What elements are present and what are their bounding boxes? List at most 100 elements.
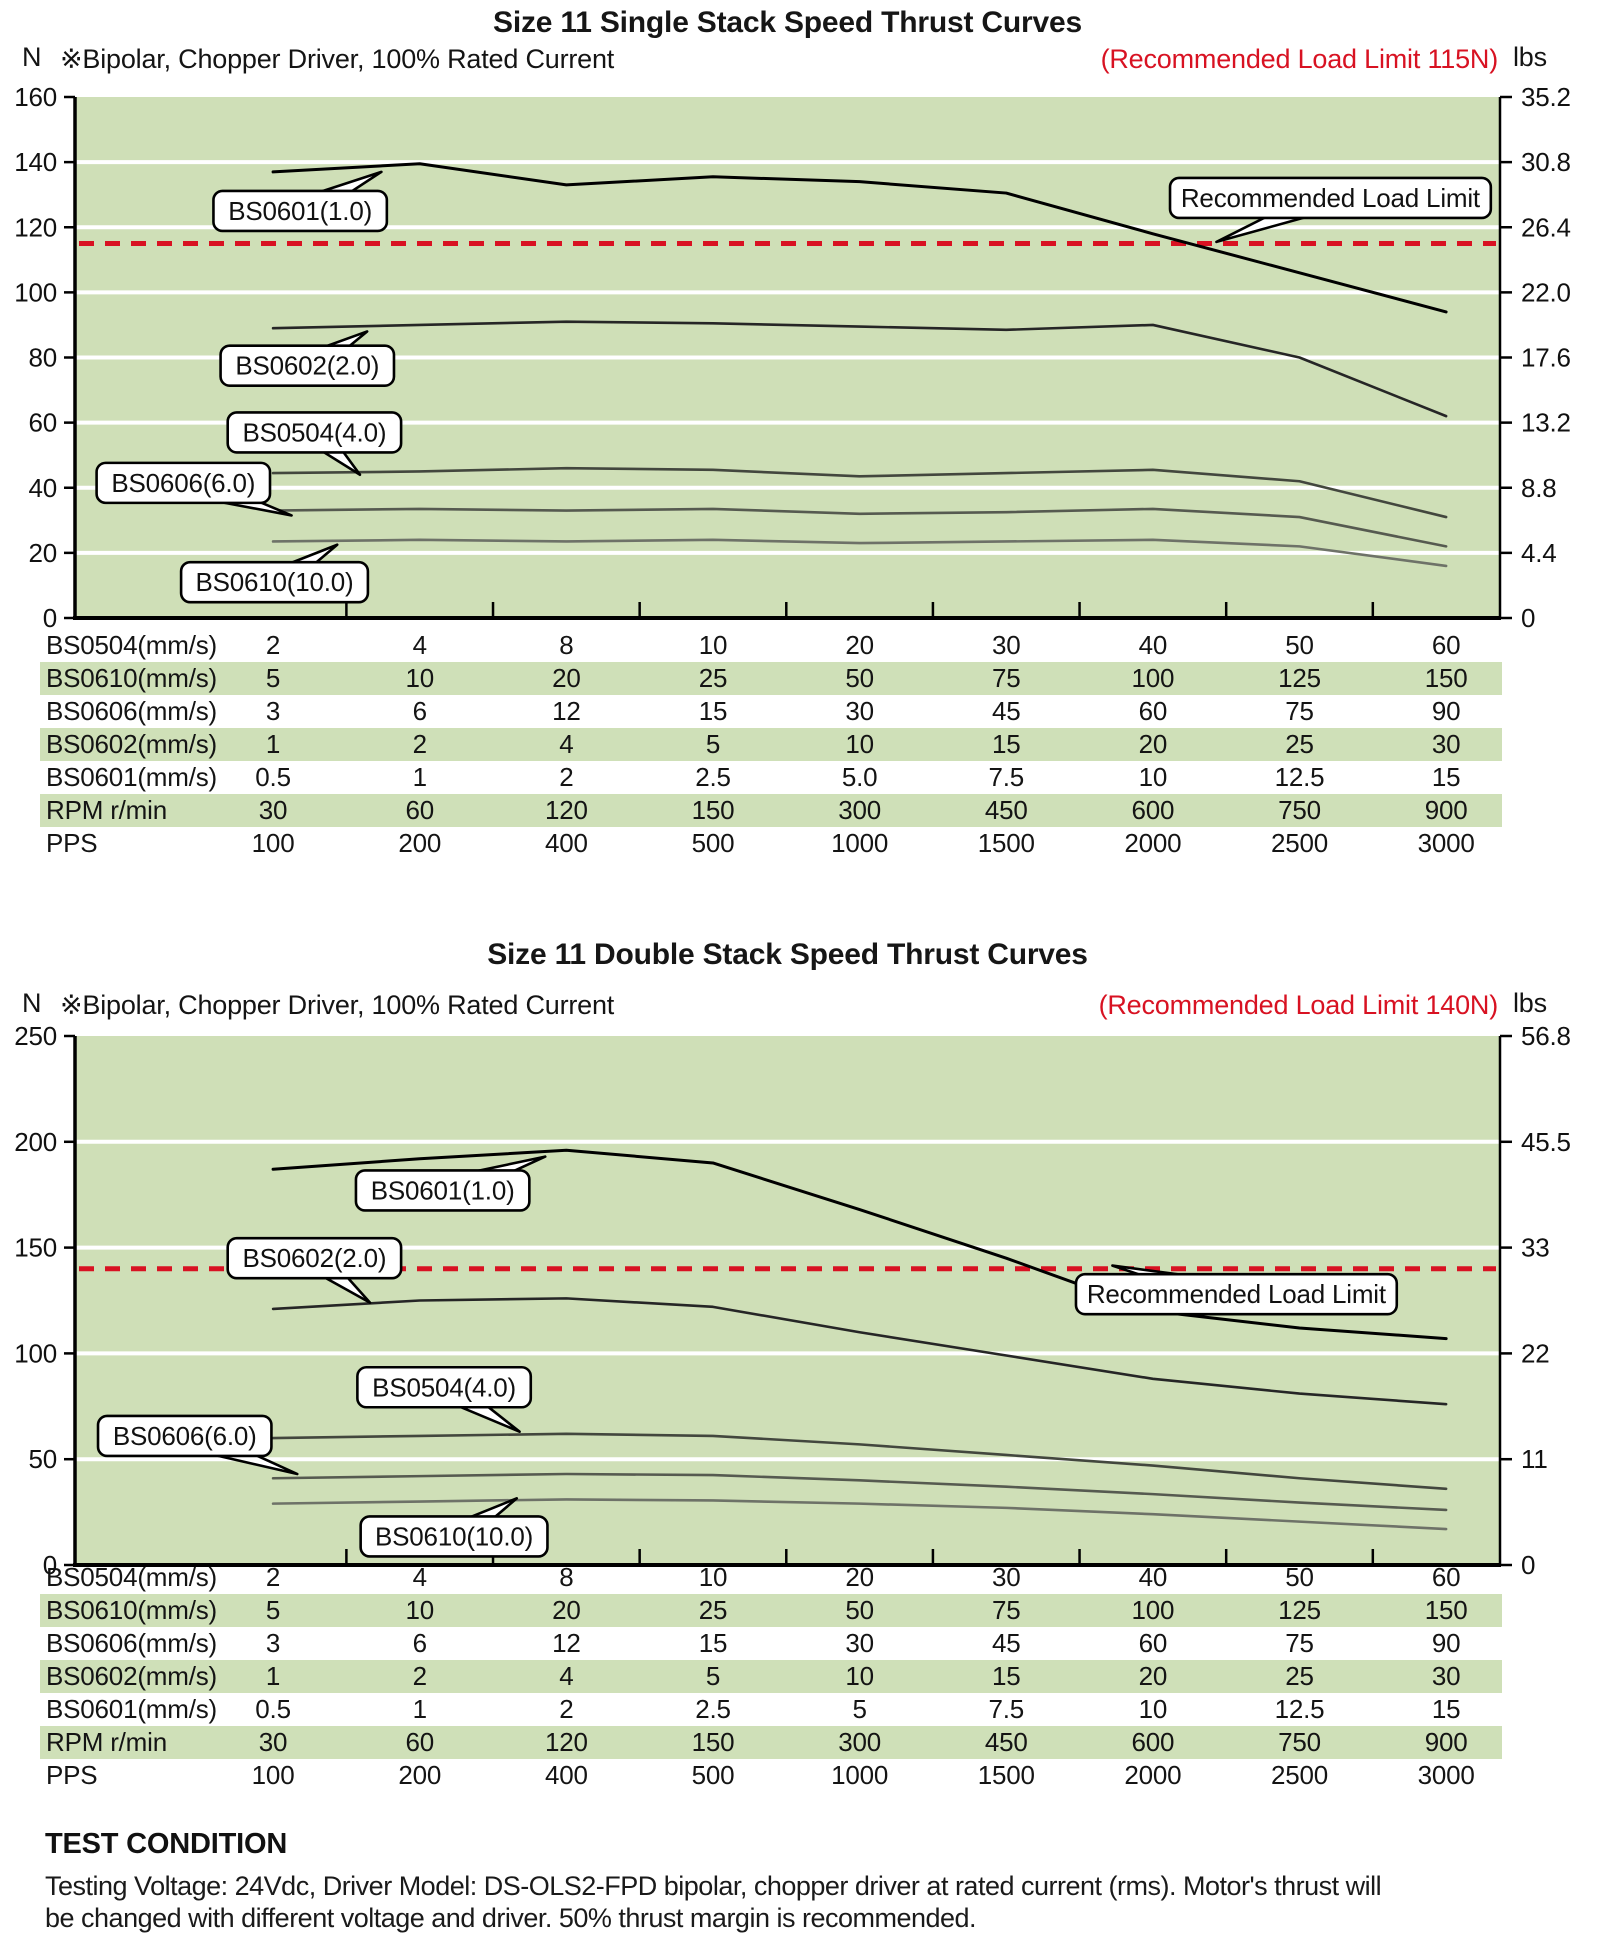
cell: 60 — [1431, 1562, 1461, 1592]
cell: 12.5 — [1274, 1694, 1325, 1724]
cell: 1 — [265, 729, 281, 759]
callout-box-BS0606(6.0) — [95, 461, 272, 505]
cell: 0.5 — [255, 762, 291, 792]
table-row-RPM r/min: RPM r/min 30 60 120 150 300 450 600 750 900 — [40, 794, 1502, 827]
y-left-label: 200 — [14, 1127, 57, 1157]
callout-label: BS0606(6.0) — [113, 1421, 257, 1451]
cell: 300 — [838, 795, 881, 825]
row-label: BS0610(mm/s) — [46, 1595, 217, 1625]
series-BS0601(1.0) — [271, 1148, 1448, 1341]
row-label: PPS — [46, 828, 98, 858]
cell: 125 — [1278, 1595, 1321, 1625]
y-right-label: 30.8 — [1521, 147, 1571, 177]
cell: 10 — [698, 630, 728, 660]
series-BS0606(6.0) — [271, 507, 1448, 548]
y-right-label: 0 — [1521, 1550, 1535, 1580]
chart1-load-limit-note: (Recommended Load Limit 115N) — [1100, 44, 1499, 74]
cell: 30 — [258, 795, 288, 825]
y-right-label: 11 — [1521, 1444, 1548, 1474]
callout-box-BS0602(2.0) — [219, 344, 396, 387]
cell: 5 — [705, 1661, 721, 1691]
cell: 30 — [845, 1628, 874, 1658]
cell: 0.5 — [255, 1694, 291, 1724]
callout-label: BS0504(4.0) — [372, 1372, 516, 1402]
row-label: BS0602(mm/s) — [46, 1661, 217, 1691]
cell: 400 — [544, 828, 588, 858]
callout-label: BS0602(2.0) — [235, 351, 379, 381]
y-left-label: 150 — [14, 1233, 57, 1263]
y-left-label: 250 — [14, 1021, 57, 1051]
cell: 30 — [845, 696, 874, 726]
cell: 2 — [265, 630, 281, 660]
chart-canvas-0: 160 35.2 140 30.8 120 26.4 100 22.0 80 17.6 60 13.2… — [14, 82, 1571, 633]
cell: 4 — [412, 1562, 427, 1592]
chart-canvas-1: 250 56.8 200 45.5 150 33 100 22 50 11 0 0 BS0601(1.0… — [14, 1021, 1571, 1580]
chart1-right-unit: lbs — [1513, 42, 1547, 72]
y-left-label: 80 — [28, 343, 57, 373]
row-label: BS0601(mm/s) — [46, 1694, 217, 1724]
cell: 10 — [845, 729, 874, 759]
cell: 4 — [412, 630, 427, 660]
cell: 1500 — [977, 1760, 1035, 1790]
cell: 15 — [698, 696, 728, 726]
cell: 2500 — [1270, 828, 1329, 858]
cell: 900 — [1424, 795, 1468, 825]
table-row-PPS: PPS 100 200 400 500 1000 1500 2000 2500 3000 — [40, 827, 1502, 860]
y-right-label: 17.6 — [1521, 343, 1571, 373]
cell: 10 — [698, 1562, 728, 1592]
callout-box-Recommended Load Limit — [1074, 1272, 1399, 1316]
cell: 7.5 — [988, 762, 1024, 792]
chart1-left-unit: N — [22, 42, 42, 72]
cell: 10 — [845, 1661, 874, 1691]
y-right-label: 22 — [1521, 1338, 1550, 1368]
cell: 15 — [1431, 762, 1461, 792]
cell: 3000 — [1417, 828, 1475, 858]
chart2-condition-note: ※Bipolar, Chopper Driver, 100% Rated Cur… — [60, 990, 615, 1020]
cell: 12 — [552, 1628, 581, 1658]
row-label: RPM r/min — [46, 795, 167, 825]
callout-box-BS0504(4.0) — [226, 411, 403, 454]
cell: 750 — [1278, 1727, 1321, 1757]
cell: 100 — [1131, 663, 1175, 693]
y-left-label: 40 — [28, 473, 57, 503]
test-condition-line2: be changed with different voltage and dr… — [45, 1903, 977, 1933]
cell: 60 — [405, 795, 434, 825]
cell: 8 — [559, 1562, 574, 1592]
cell: 5 — [852, 1694, 867, 1724]
cell: 40 — [1138, 1562, 1168, 1592]
table-row-BS0610(mm/s): BS0610(mm/s) 5 10 20 25 50 75 100 125 150 — [40, 1594, 1502, 1627]
row-label: BS0504(mm/s) — [46, 630, 217, 660]
callout-label: BS0504(4.0) — [243, 417, 387, 447]
cell: 40 — [1138, 630, 1168, 660]
cell: 1000 — [831, 1760, 889, 1790]
cell: 1500 — [977, 828, 1035, 858]
cell: 30 — [991, 630, 1021, 660]
cell: 5 — [265, 663, 281, 693]
y-left-label: 120 — [14, 212, 57, 242]
y-right-label: 0 — [1521, 603, 1535, 633]
y-right-label: 26.4 — [1521, 212, 1571, 242]
row-label: BS0504(mm/s) — [46, 1562, 217, 1592]
cell: 4 — [559, 1661, 574, 1691]
callout-label: BS0610(10.0) — [375, 1521, 533, 1551]
series-BS0610(10.0) — [271, 1498, 1448, 1531]
cell: 120 — [544, 1727, 588, 1757]
cell: 50 — [1285, 1562, 1314, 1592]
table-row-BS0602(mm/s): BS0602(mm/s) 1 2 4 5 10 15 20 25 30 — [40, 728, 1502, 761]
table-row-BS0601(mm/s): BS0601(mm/s) 0.5 1 2 2.5 5.0 7.5 10 12.5 15 — [40, 761, 1502, 794]
table-row-BS0606(mm/s): BS0606(mm/s) 3 6 12 15 30 45 60 75 90 — [40, 1627, 1502, 1660]
cell: 750 — [1278, 795, 1321, 825]
y-left-label: 60 — [28, 408, 57, 438]
chart1-condition-note: ※Bipolar, Chopper Driver, 100% Rated Cur… — [60, 44, 615, 74]
cell: 2.5 — [695, 1694, 731, 1724]
series-BS0601(1.0) — [271, 162, 1448, 314]
cell: 125 — [1278, 663, 1321, 693]
series-BS0504(4.0) — [271, 466, 1448, 519]
cell: 50 — [1285, 630, 1314, 660]
chart2-title: Size 11 Double Stack Speed Thrust Curves — [487, 938, 1088, 971]
cell: 20 — [845, 1562, 874, 1592]
cell: 100 — [251, 1760, 295, 1790]
table-row-BS0610(mm/s): BS0610(mm/s) 5 10 20 25 50 75 100 125 150 — [40, 662, 1502, 695]
table-row-BS0606(mm/s): BS0606(mm/s) 3 6 12 15 30 45 60 75 90 — [40, 695, 1502, 728]
